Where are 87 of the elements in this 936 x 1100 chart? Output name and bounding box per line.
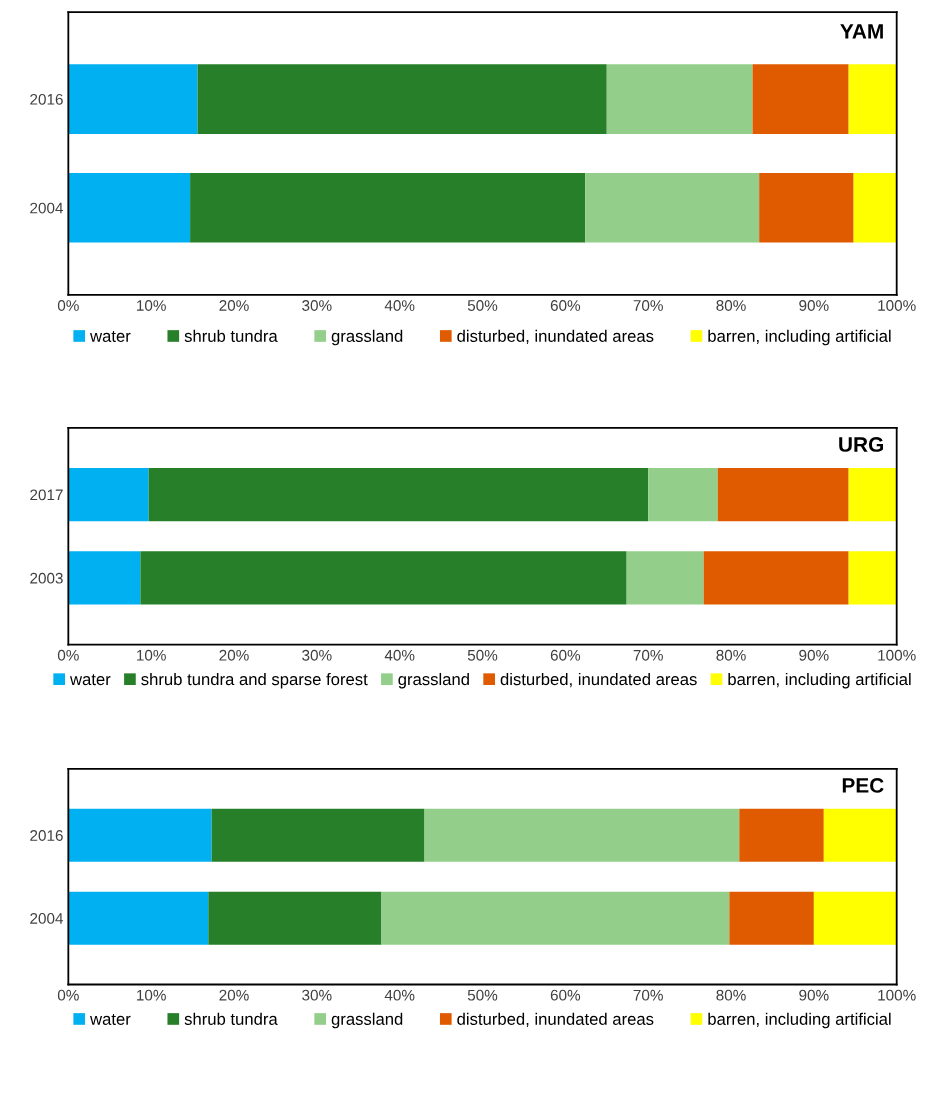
x-tick-label: 70%: [633, 649, 663, 661]
bar: [848, 64, 897, 134]
x-tick-label: 90%: [799, 989, 829, 1001]
x-tick-label: 60%: [550, 989, 581, 1001]
bar: [68, 173, 191, 243]
bar: [140, 551, 627, 605]
y-tick-label: 2004: [30, 913, 64, 924]
chart-title: YAM: [840, 24, 883, 39]
legend-label: grassland: [398, 672, 469, 689]
legend-label: shrub tundra: [184, 329, 278, 342]
x-tick-label: 80%: [716, 989, 746, 1001]
bar: [626, 551, 704, 605]
x-tick-label: 30%: [302, 300, 332, 311]
legend-label: barren, including artificial: [708, 1012, 891, 1029]
y-tick-label: 2016: [30, 93, 63, 105]
bar: [211, 808, 425, 862]
legend-label: disturbed, inundated areas: [500, 672, 697, 688]
y-tick-label: 2004: [30, 202, 64, 214]
x-tick-label: 40%: [384, 649, 415, 661]
x-tick-label: 70%: [633, 300, 663, 311]
bar: [190, 173, 586, 243]
legend-label: grassland: [331, 329, 403, 346]
legend-label: disturbed, inundated areas: [457, 329, 654, 344]
x-tick-label: 10%: [137, 649, 166, 661]
chart-title: URG: [839, 437, 883, 452]
chart-title: PEC: [842, 778, 884, 793]
x-tick-label: 20%: [219, 989, 249, 1001]
x-tick-label: 90%: [799, 300, 829, 311]
bar: [648, 467, 718, 522]
bar: [424, 808, 740, 862]
bar: [68, 551, 141, 605]
bar: [68, 891, 209, 945]
x-tick-label: 20%: [219, 649, 249, 661]
bar: [813, 891, 897, 945]
bar: [68, 64, 198, 134]
x-tick-label: 40%: [384, 989, 415, 1001]
bar: [703, 551, 849, 605]
x-tick-label: 10%: [137, 989, 166, 1001]
x-tick-label: 80%: [716, 300, 746, 311]
x-tick-label: 50%: [467, 989, 498, 1001]
x-tick-label: 50%: [467, 300, 498, 311]
x-tick-label: 60%: [550, 300, 581, 311]
bar: [729, 891, 814, 945]
legend-label: water: [69, 674, 111, 686]
bar: [606, 64, 753, 134]
legend-label: barren, including artificial: [708, 329, 891, 346]
x-tick-label: 0%: [57, 989, 79, 1001]
legend-label: shrub tundra: [184, 1012, 278, 1025]
legend-label: grassland: [331, 1012, 403, 1029]
x-tick-label: 100%: [878, 300, 916, 311]
x-tick-label: 0%: [57, 300, 79, 311]
x-tick-label: 20%: [219, 300, 249, 311]
x-tick-label: 10%: [137, 300, 166, 311]
legend-label: water: [90, 1014, 131, 1025]
bar: [381, 891, 730, 945]
x-tick-label: 80%: [716, 649, 746, 661]
bar: [853, 173, 897, 243]
bar: [848, 551, 897, 605]
bar: [197, 64, 607, 134]
bar: [68, 808, 212, 862]
y-tick-label: 2003: [30, 572, 63, 584]
bar: [68, 467, 149, 522]
x-tick-label: 50%: [467, 649, 498, 661]
y-tick-label: 2017: [30, 489, 63, 501]
bar: [208, 891, 382, 945]
bar: [848, 467, 897, 522]
legend-label: barren, including artificial: [728, 672, 911, 689]
legend-label: water: [90, 331, 131, 342]
x-tick-label: 70%: [633, 989, 663, 1001]
x-tick-label: 100%: [878, 649, 916, 661]
bar: [148, 467, 649, 522]
bar: [759, 173, 854, 243]
x-tick-label: 40%: [384, 300, 415, 311]
x-tick-label: 0%: [57, 649, 79, 661]
bar: [585, 173, 760, 243]
legend-label: disturbed, inundated areas: [457, 1012, 654, 1027]
x-tick-label: 60%: [550, 649, 581, 661]
x-tick-label: 100%: [878, 989, 916, 1001]
bar: [823, 808, 897, 862]
x-tick-label: 30%: [302, 649, 332, 661]
legend-label: shrub tundra and sparse forest: [141, 672, 368, 689]
bar: [752, 64, 849, 134]
y-tick-label: 2016: [30, 830, 63, 841]
x-tick-label: 30%: [302, 989, 332, 1001]
x-tick-label: 90%: [799, 649, 829, 661]
bar: [717, 467, 849, 522]
bar: [739, 808, 824, 862]
